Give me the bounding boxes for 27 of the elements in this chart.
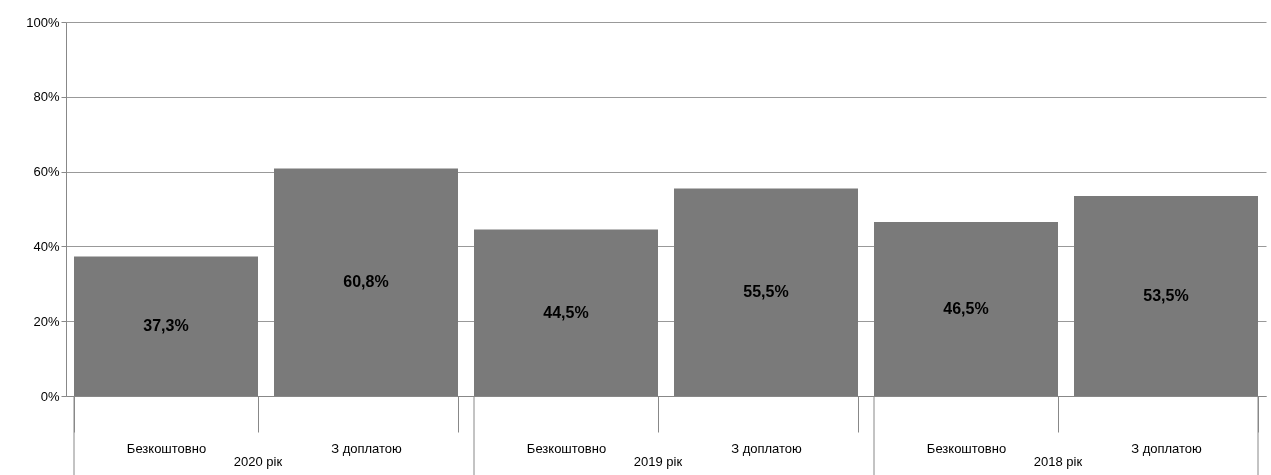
y-tick-label: 0% <box>40 388 60 404</box>
y-tick-label: 60% <box>33 164 60 180</box>
data-label: 55,5% <box>743 283 789 301</box>
x-tick-label: Безкоштовно <box>126 440 207 456</box>
x-tick-label: З доплатою <box>331 440 403 456</box>
bar <box>74 256 258 396</box>
x-tick-label: Безкоштовно <box>926 440 1007 456</box>
text: 2020 рік <box>233 454 283 469</box>
bar <box>274 168 458 396</box>
y-tick-label: 20% <box>33 313 60 329</box>
x-tick-label: З доплатою <box>731 440 803 456</box>
y-tick-label: 100% <box>26 14 60 30</box>
x-tick-label: З доплатою <box>1131 440 1203 456</box>
bar <box>474 229 658 396</box>
data-label: 37,3% <box>143 317 189 335</box>
text: 2019 рік <box>633 454 683 469</box>
y-tick-label: 40% <box>33 238 60 254</box>
data-label: 46,5% <box>943 300 989 318</box>
x-tick-label: Безкоштовно <box>526 440 607 456</box>
data-label: 60,8% <box>343 273 389 291</box>
bar <box>874 222 1058 396</box>
text: 2018 рік <box>1033 454 1083 469</box>
bar <box>674 188 858 396</box>
y-tick-label: 80% <box>33 89 60 105</box>
data-label: 53,5% <box>1143 286 1189 304</box>
bar <box>1074 195 1258 396</box>
data-label: 44,5% <box>543 303 589 321</box>
